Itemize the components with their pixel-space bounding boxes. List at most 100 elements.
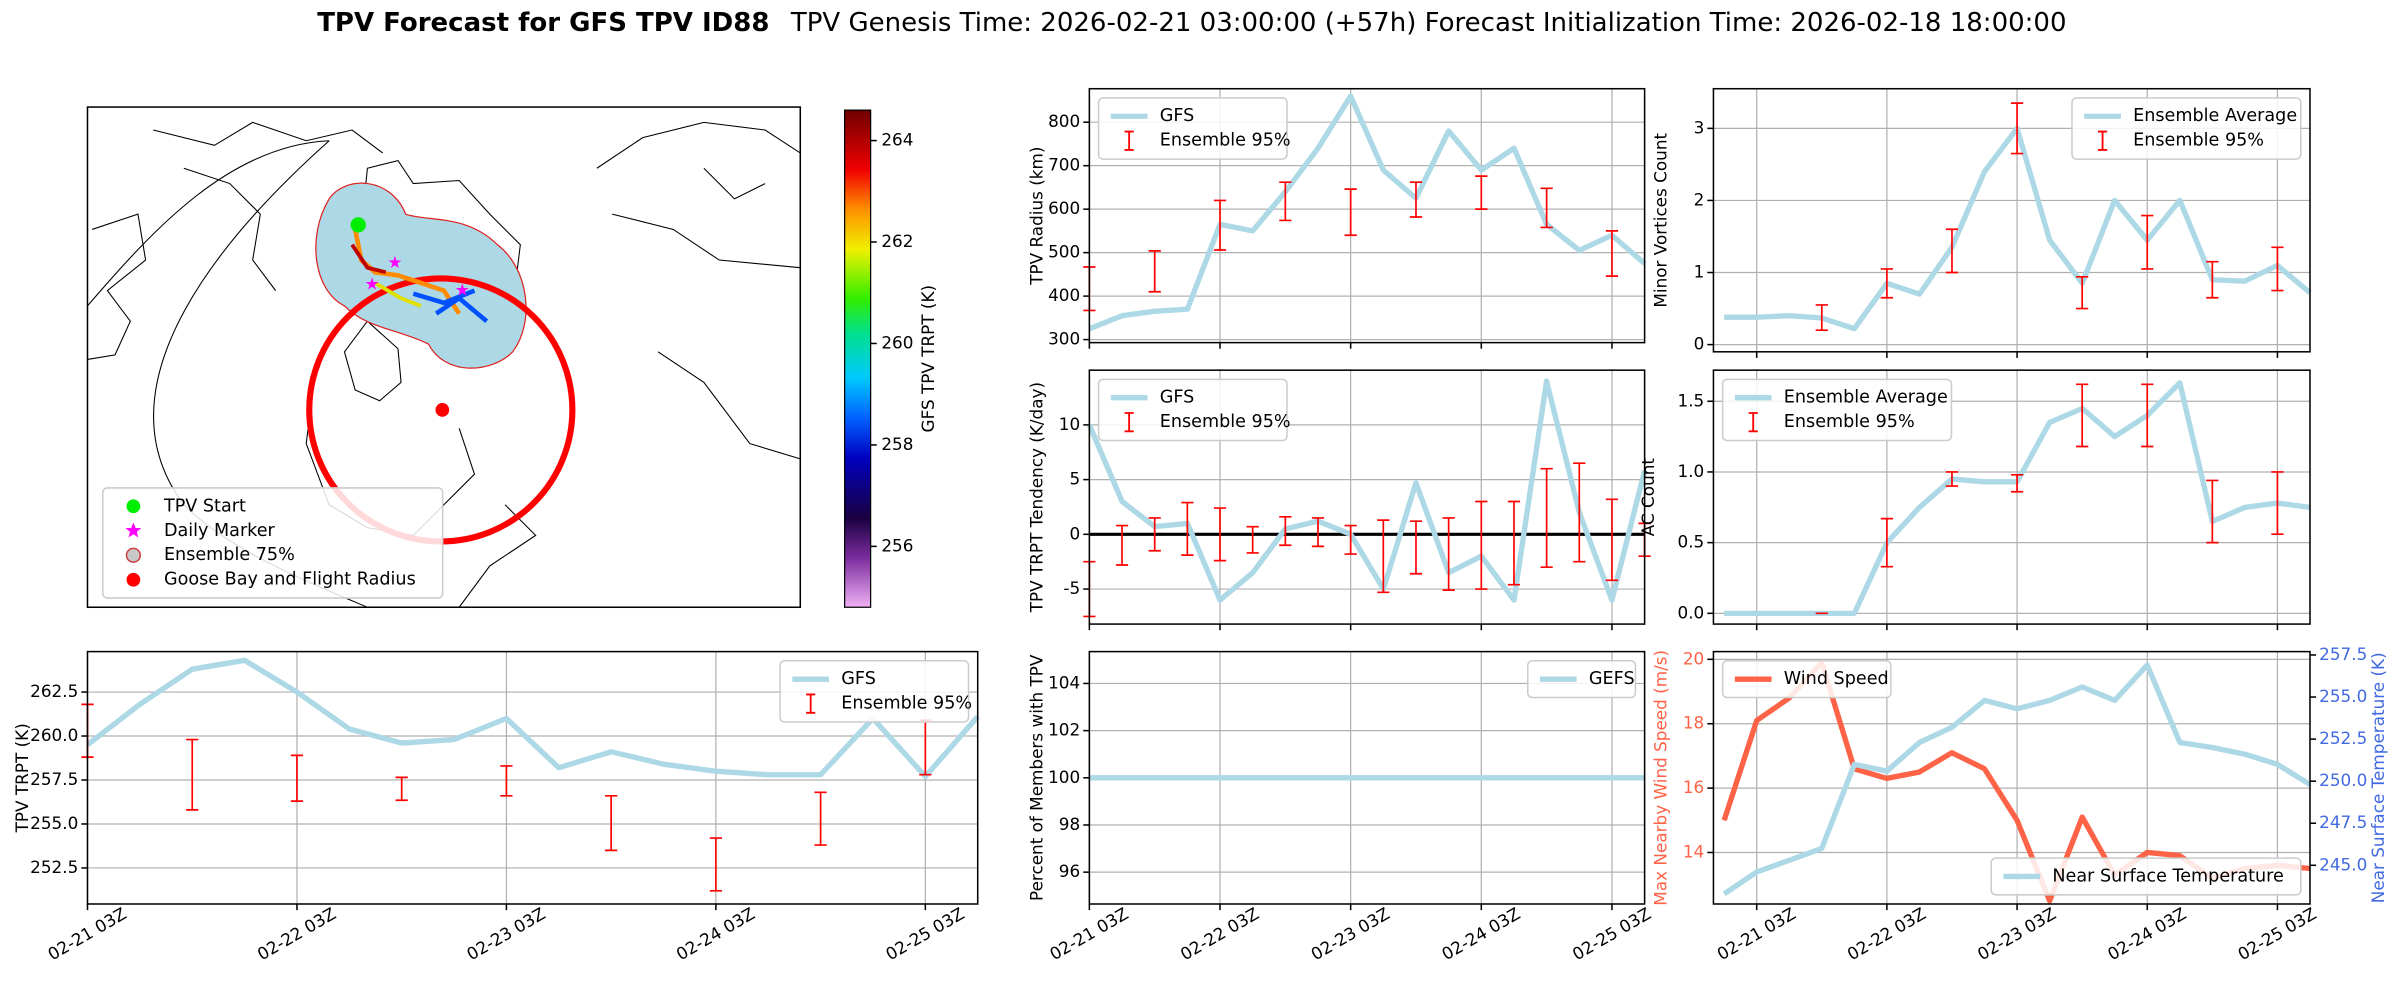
colorbar-tick-label: 260 [881, 332, 913, 352]
x-tick-label: 02-21 03Z [1046, 903, 1131, 964]
y-tick-label: 245.0 [2319, 854, 2367, 874]
colorbar-label: GFS TPV TRPT (K) [918, 285, 938, 433]
error-bar [1181, 501, 1194, 556]
y-tick-label: 255.0 [2319, 686, 2367, 706]
legend-label: Ensemble 95% [841, 694, 972, 714]
x-tick-label: 02-23 03Z [1307, 903, 1392, 964]
y-tick-label: -5 [1063, 578, 1080, 598]
y-tick-label: 1.0 [1678, 461, 1705, 481]
legend-label: Ensemble Average [1784, 388, 1948, 408]
error-bar [1115, 524, 1129, 566]
error-bar [1540, 467, 1553, 569]
y-tick-label: 500 [1048, 242, 1080, 262]
x-tick-label: 02-24 03Z [2104, 903, 2189, 964]
x-tick-label: 02-25 03Z [882, 903, 967, 964]
error-bar [186, 738, 199, 811]
legend-box [1721, 660, 1892, 699]
y-tick-label: 1 [1694, 262, 1705, 282]
y-tick-label: 0.0 [1678, 602, 1705, 622]
axes-frame [1088, 87, 1646, 344]
colorbar-tick-label: 258 [881, 434, 913, 454]
error-bar [1409, 181, 1423, 218]
x-tick-label: 02-23 03Z [463, 903, 548, 964]
map-layer: ★ ★ ★ [87, 121, 801, 608]
legend-swatch [806, 693, 816, 714]
y-tick-label: 0 [1694, 334, 1705, 354]
axes-frame [1712, 650, 2311, 905]
error-bar [1605, 230, 1619, 277]
y-axis-label: TPV TRPT (K) [12, 723, 32, 833]
error-bar [2206, 260, 2219, 299]
error-bar [1246, 525, 1259, 554]
y-tick-label: 96 [1059, 861, 1080, 881]
legend-label: Ensemble 75% [164, 545, 295, 565]
x-tick-label: 02-24 03Z [673, 903, 758, 964]
y-tick-label: 1.5 [1678, 390, 1705, 410]
legend-label: GFS [1160, 388, 1195, 408]
y-axis-label: AC Count [1638, 458, 1658, 537]
legend-box [1990, 857, 2302, 896]
y-tick-label: 3 [1694, 117, 1705, 137]
series-line [1722, 662, 2312, 897]
y-tick-label: 257.5 [2319, 644, 2367, 664]
colorbar-tick-label: 256 [881, 535, 913, 555]
error-bar [1148, 250, 1161, 293]
error-bar [1279, 181, 1292, 222]
legend-swatch [1124, 130, 1134, 151]
error-bar [2010, 473, 2024, 493]
error-bar [814, 791, 827, 846]
error-bar [1605, 498, 1619, 582]
error-bar [2141, 214, 2154, 270]
error-bar [1540, 187, 1553, 229]
svg-text:★: ★ [455, 280, 470, 300]
y-tick-label: 400 [1048, 285, 1080, 305]
y-tick-label: 300 [1048, 329, 1080, 349]
series-line [1088, 93, 1647, 332]
legend-box [102, 487, 444, 599]
error-bar [2076, 276, 2089, 310]
colorbar-tick-label: 264 [881, 130, 913, 150]
legend-label: GFS [1160, 106, 1195, 126]
y-tick-label: 262.5 [30, 681, 78, 701]
y-tick-label: 250.0 [2319, 770, 2367, 790]
legend-swatch [126, 499, 141, 514]
error-bar [1507, 500, 1521, 586]
svg-text:★: ★ [364, 274, 379, 294]
error-bar [1377, 519, 1390, 594]
error-bar [1880, 517, 1894, 568]
title: TPV Forecast for GFS TPV ID88 [317, 7, 769, 37]
y-tick-label: 102 [1048, 720, 1080, 740]
error-bar [1213, 199, 1227, 251]
legend-swatch [1748, 412, 1758, 433]
error-bar [290, 754, 304, 802]
x-tick-label: 02-21 03Z [44, 903, 129, 964]
series-line [85, 657, 980, 780]
y-tick-label: 252.5 [30, 857, 78, 877]
y-tick-label: 255.0 [30, 813, 78, 833]
y-tick-label: 104 [1048, 672, 1080, 692]
legend-swatch [1124, 412, 1134, 433]
axes-frame [1712, 369, 2311, 625]
legend-swatch [2097, 130, 2108, 151]
legend-label: GFS [841, 669, 876, 689]
error-bar [500, 765, 513, 797]
error-bar [1573, 462, 1586, 563]
y-tick-label: 0 [1069, 523, 1080, 543]
y-tick-label: 800 [1048, 111, 1080, 131]
map-frame [86, 106, 802, 609]
error-bar [1344, 188, 1357, 237]
colorbar [844, 109, 872, 608]
error-bar [1442, 517, 1455, 591]
y-axis-label: TPV Radius (km) [1026, 147, 1046, 286]
legend-label: Ensemble 95% [1160, 412, 1291, 432]
legend-label: Ensemble 95% [1784, 412, 1915, 432]
x-tick-label: 02-25 03Z [2234, 903, 2319, 964]
y-tick-label: 2 [1694, 189, 1705, 209]
y-tick-label: 100 [1048, 767, 1080, 787]
axes-frame [1712, 87, 2311, 353]
legend-label: Ensemble 95% [1160, 131, 1291, 151]
legend-label: Ensemble 95% [2133, 131, 2264, 151]
legend-box [1721, 378, 1953, 442]
error-bar [1880, 268, 1894, 299]
